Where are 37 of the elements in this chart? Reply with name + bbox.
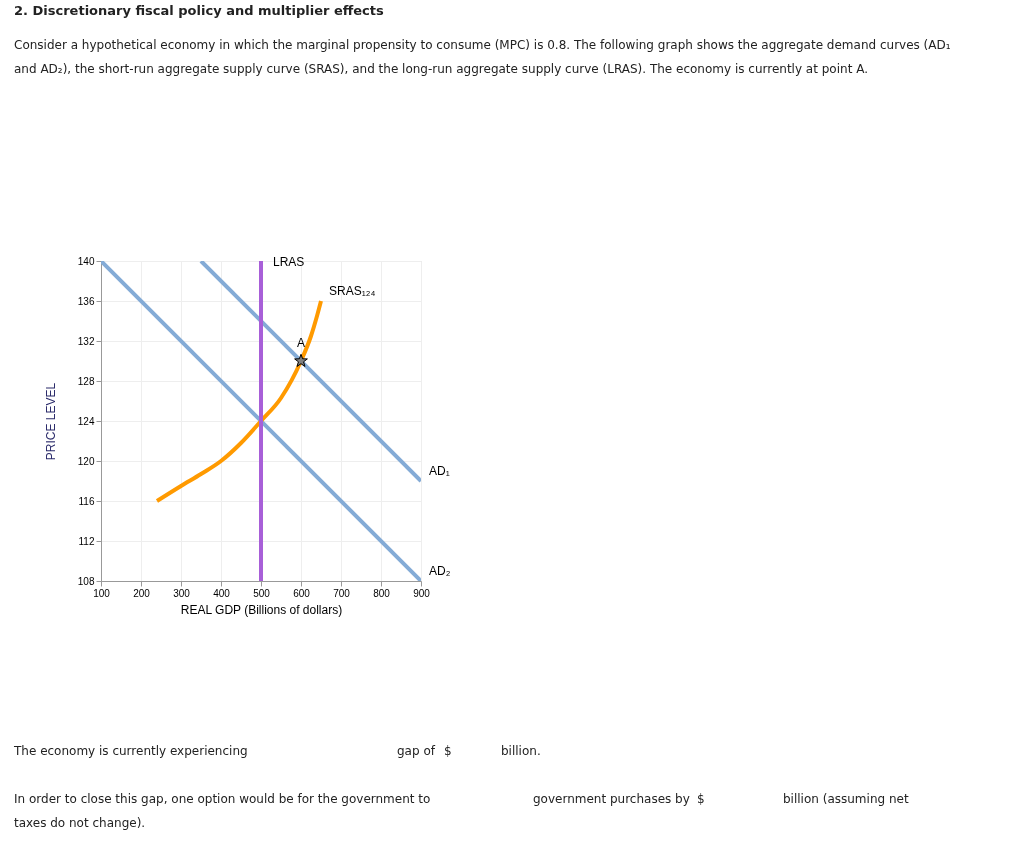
text: The economy is currently experiencing <box>13 744 248 758</box>
y-tick-label: 128 <box>77 375 95 387</box>
y-axis-title: PRICE LEVEL <box>43 382 58 461</box>
y-tick-label: 124 <box>77 415 95 427</box>
x-tick-label: 500 <box>253 587 271 599</box>
text: taxes do not change). <box>14 816 146 830</box>
x-tick-label: 100 <box>93 587 111 599</box>
text: Consider a hypothetical economy in which the marginal propensity to consume (MPC) is 0.8. The following graph shows the aggregate demand curves (AD₁ and AD₂), the short-run aggregate supply curve (SRAS), and the long-run aggregate supply curve (LRAS). The economy is currently at point A. <box>14 38 951 76</box>
x-tick-label: 600 <box>293 587 311 599</box>
text: gap of <box>397 744 436 758</box>
y-tick-label: 112 <box>78 535 95 547</box>
series-label: AD₁ <box>429 464 450 478</box>
series-label: AD₂ <box>429 564 451 578</box>
line-series <box>155 299 323 503</box>
y-tick-label: 120 <box>77 455 95 467</box>
text: government purchases by <box>533 792 690 806</box>
x-tick-label: 900 <box>413 587 431 599</box>
x-axis-title: REAL GDP (Billions of dollars) <box>180 602 343 617</box>
y-tick-label: 116 <box>78 495 95 507</box>
x-tick-label: 800 <box>373 587 391 599</box>
text: $ <box>697 792 705 806</box>
x-tick-label: 700 <box>333 587 351 599</box>
text: In order to close this gap, one option would be for the government to <box>14 792 431 806</box>
x-tick-label: 200 <box>133 587 151 599</box>
y-tick-label: 140 <box>77 255 95 267</box>
text: billion (assuming net <box>783 792 909 806</box>
x-tick-label: 400 <box>213 587 231 599</box>
series-label: SRAS₁₂₄ <box>329 284 376 298</box>
text: $ <box>444 744 452 758</box>
x-tick-label: 300 <box>173 587 191 599</box>
ref-line-label: LRAS <box>273 255 305 269</box>
series-label: A <box>296 336 306 350</box>
y-tick-label: 136 <box>77 295 95 307</box>
text: billion. <box>501 744 541 758</box>
y-tick-label: 132 <box>77 335 95 347</box>
y-tick-label: 108 <box>77 575 95 587</box>
chart-title: 2. Discretionary fiscal policy and multiplier effects <box>14 3 384 18</box>
